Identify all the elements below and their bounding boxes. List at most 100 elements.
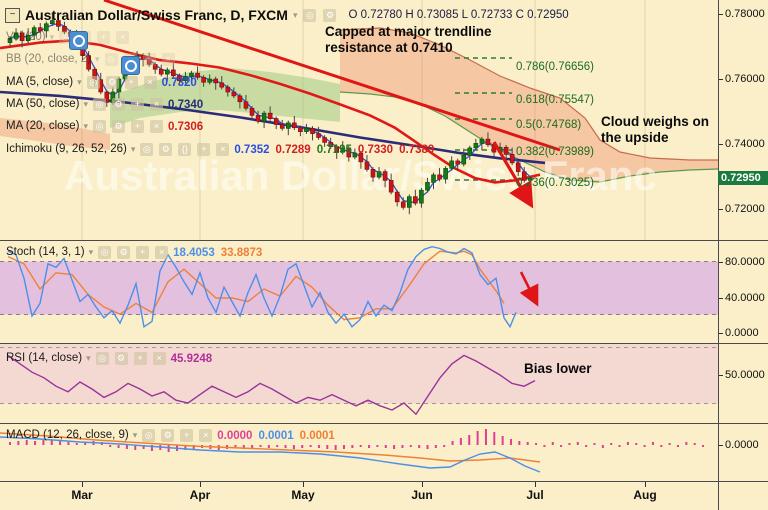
plus-icon-button[interactable]: + <box>142 52 156 66</box>
eye-icon-button[interactable]: ◎ <box>142 428 156 442</box>
eye-icon-button[interactable]: ◎ <box>104 52 118 66</box>
close-icon-button[interactable]: × <box>150 97 164 111</box>
stoch-k-line <box>7 245 517 329</box>
gear-icon-button[interactable]: ⚙ <box>323 8 337 22</box>
chevron-down-icon[interactable]: ▾ <box>95 53 100 64</box>
close-icon-button[interactable]: × <box>216 142 230 156</box>
chevron-down-icon[interactable]: ▾ <box>83 98 89 109</box>
gear-icon-button[interactable]: ⚙ <box>112 119 126 133</box>
plus-icon-button[interactable]: + <box>180 428 194 442</box>
gear-icon-button[interactable]: ⚙ <box>117 245 131 259</box>
chevron-down-icon[interactable]: ▾ <box>292 9 298 20</box>
gear-icon-button[interactable]: ⚙ <box>161 428 175 442</box>
chevron-down-icon[interactable]: ▾ <box>49 31 55 42</box>
candle <box>455 160 461 165</box>
candle <box>310 128 315 134</box>
candle <box>328 142 333 147</box>
eye-icon-button[interactable]: ◎ <box>59 30 73 44</box>
candle <box>237 95 243 103</box>
indicator-label: Vol (20) <box>6 31 46 43</box>
price-tick: 0.76000 <box>719 73 765 85</box>
eye-icon-button[interactable]: ◎ <box>98 245 112 259</box>
plus-icon-button[interactable]: + <box>131 97 145 111</box>
gear-icon-button[interactable]: ⚙ <box>159 142 173 156</box>
candle <box>388 180 394 193</box>
panel-separator[interactable] <box>0 240 768 241</box>
gear-icon-button[interactable]: ⚙ <box>112 97 126 111</box>
eye-icon-button[interactable]: ◎ <box>93 119 107 133</box>
chevron-down-icon[interactable]: ▾ <box>77 76 82 87</box>
gear-icon-button[interactable]: ⚙ <box>105 75 119 89</box>
indicator-row-rsi[interactable]: RSI (14, close) ▾ ◎ ⚙ + × 45.9248 <box>6 351 218 365</box>
eye-icon-button[interactable]: ◎ <box>86 75 100 89</box>
panel-separator[interactable] <box>0 343 768 344</box>
indicator-row-ma50[interactable]: MA (50, close) ▾ ◎ ⚙ + × 0.7340 <box>6 97 209 111</box>
plus-icon-button[interactable]: + <box>124 75 138 89</box>
eye-icon-button[interactable]: ◎ <box>95 351 109 365</box>
indicator-row-stoch[interactable]: Stoch (14, 3, 1) ▾ ◎ ⚙ + × 18.4053 33.8873 <box>6 245 268 259</box>
close-icon-button[interactable]: × <box>150 119 164 133</box>
panel-separator[interactable] <box>0 481 768 482</box>
chevron-down-icon[interactable]: ▾ <box>83 120 89 131</box>
indicator-values: 0.7306 <box>168 117 209 135</box>
indicator-row-ichimoku[interactable]: Ichimoku (9, 26, 52, 26) ▾ ◎ ⚙{} + × 0.7352 0.7… <box>6 142 440 156</box>
collapse-icon[interactable]: − <box>5 7 20 23</box>
indicator-row-ma20[interactable]: MA (20, close) ▾ ◎ ⚙ + × 0.7306 <box>6 119 209 133</box>
event-marker-icon[interactable] <box>69 31 88 50</box>
candle <box>165 69 170 75</box>
fib-level-618: 0.618(0.75547) <box>516 94 595 106</box>
indicator-value: 0.7352 <box>234 144 270 156</box>
plus-icon-button[interactable]: + <box>133 351 147 365</box>
price-tick: 0.78000 <box>719 8 765 20</box>
plus-icon-button[interactable]: + <box>136 245 150 259</box>
close-icon-button[interactable]: × <box>199 428 213 442</box>
down-arrow <box>492 141 534 209</box>
candle <box>376 171 382 178</box>
eye-icon-button[interactable]: ◎ <box>303 8 317 22</box>
candle <box>279 124 285 129</box>
plus-icon-button[interactable]: + <box>197 142 211 156</box>
plus-icon-button[interactable]: + <box>97 30 111 44</box>
chevron-down-icon[interactable]: ▾ <box>130 143 136 154</box>
chevron-down-icon[interactable]: ▾ <box>88 246 94 257</box>
candle <box>62 26 67 33</box>
close-icon-button[interactable]: × <box>116 30 130 44</box>
close-icon-button[interactable]: × <box>143 75 157 89</box>
candle <box>104 91 110 103</box>
candle <box>231 91 237 97</box>
gear-icon-button[interactable]: ⚙ <box>114 351 128 365</box>
candle <box>183 76 188 81</box>
indicator-value: 0.7330 <box>357 144 394 156</box>
eye-icon-button[interactable]: ◎ <box>93 97 107 111</box>
eye-icon-button[interactable]: ◎ <box>140 142 154 156</box>
macd-signal-line <box>0 432 541 463</box>
marker-ring-icon <box>124 59 137 72</box>
close-icon-button[interactable]: × <box>161 52 175 66</box>
indicator-row-ma5[interactable]: MA (5, close) ▾ ◎ ⚙ + × 0.7320 <box>6 75 203 89</box>
candle <box>146 59 152 65</box>
month-label: May <box>291 488 315 502</box>
symbol-title[interactable]: Australian Dollar/Swiss Franc, D, FXCM <box>25 7 288 23</box>
price-axis-separator[interactable] <box>718 0 719 510</box>
close-icon-button[interactable]: × <box>152 351 166 365</box>
chevron-down-icon[interactable]: ▾ <box>86 352 91 363</box>
candle <box>473 143 479 149</box>
candle <box>443 168 448 180</box>
month-label: Jun <box>411 488 433 502</box>
panel-separator[interactable] <box>0 423 768 424</box>
stoch-tick: 80.0000 <box>719 256 765 268</box>
plus-icon-button[interactable]: + <box>131 119 145 133</box>
indicator-row-macd[interactable]: MACD (12, 26, close, 9) ▾ ◎ ⚙ + × 0.0000 0.0001… <box>6 428 341 442</box>
month-tick <box>422 482 423 487</box>
down-arrow <box>519 271 539 307</box>
indicator-row-bb[interactable]: BB (20, close, 2)▾◎⚙+× <box>6 52 180 66</box>
chevron-down-icon[interactable]: ▾ <box>132 429 138 440</box>
braces-icon-button[interactable]: {} <box>178 142 192 156</box>
indicator-values: 0.7320 <box>162 73 203 91</box>
indicator-values: 0.0000 0.0001 0.0001 <box>217 426 341 444</box>
candle <box>31 27 37 36</box>
close-icon-button[interactable]: × <box>155 245 169 259</box>
stoch-tick: 0.0000 <box>719 327 759 339</box>
event-marker-icon[interactable] <box>121 56 140 75</box>
